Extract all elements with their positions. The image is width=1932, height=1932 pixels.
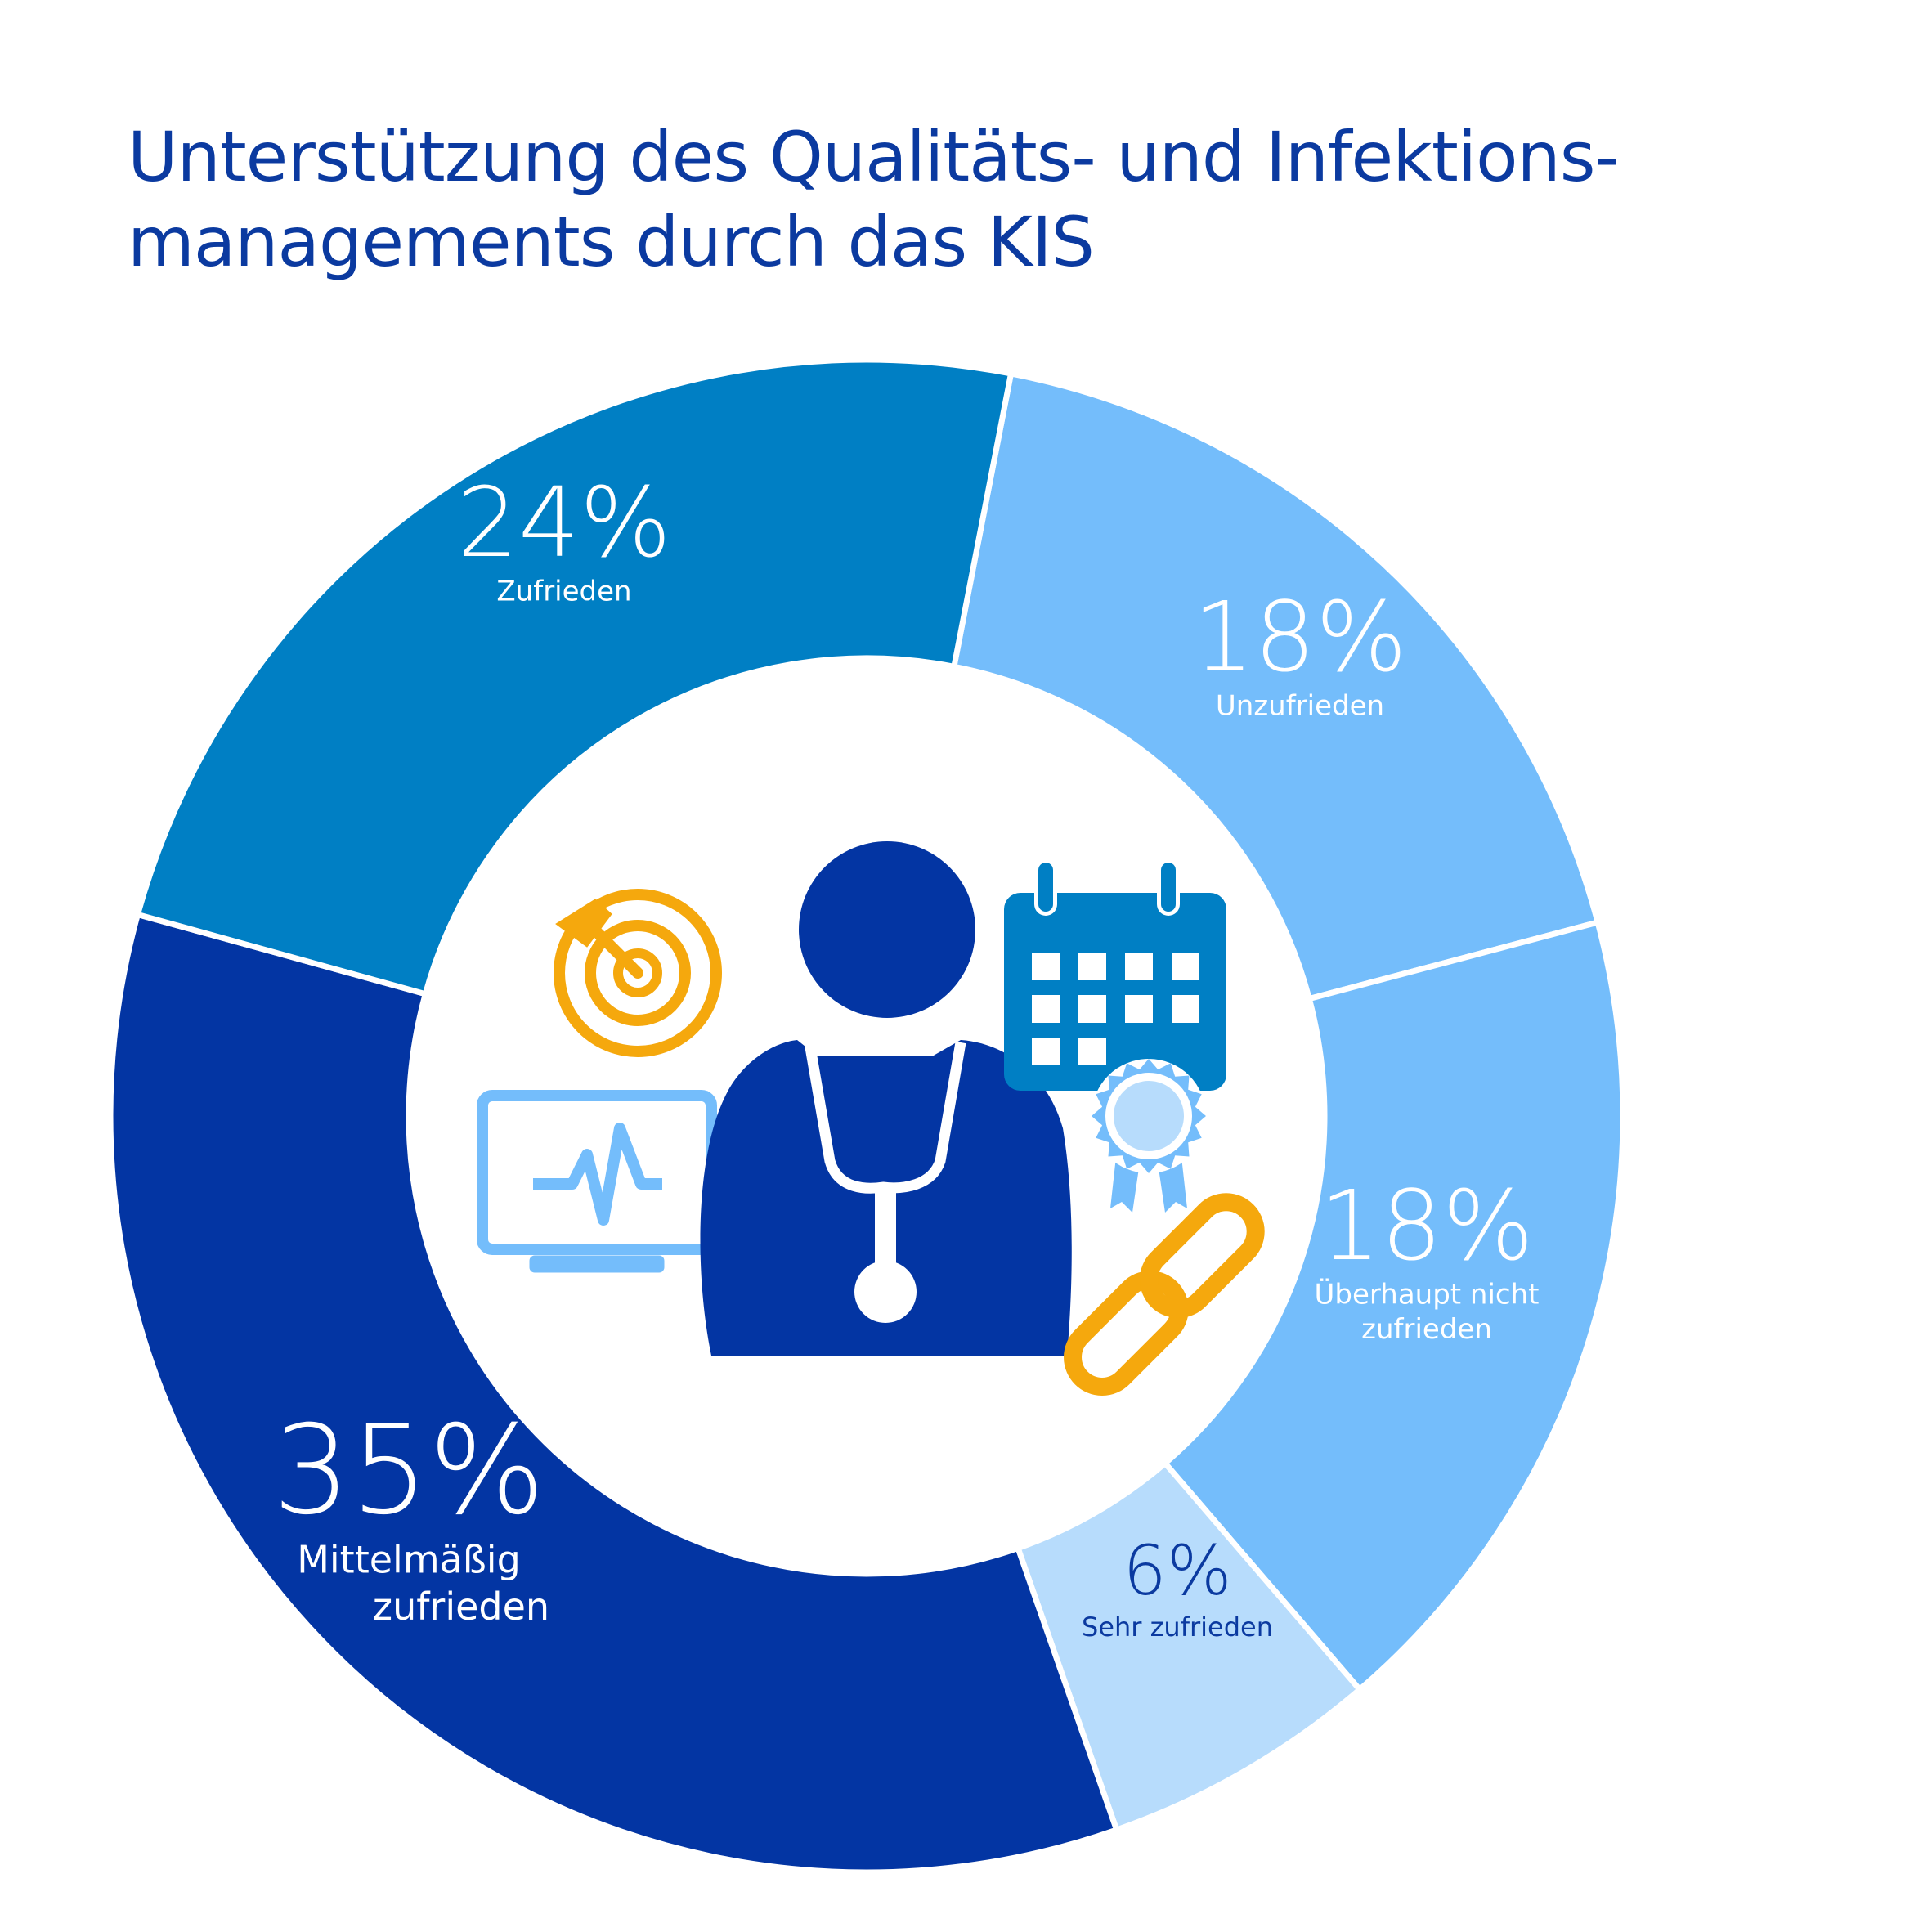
doctor-icon — [700, 841, 1072, 1356]
slice-mittelmäßig-zufrieden — [107, 911, 1121, 1876]
slice-value-label: 18% — [1193, 580, 1407, 693]
calendar-icon — [1004, 858, 1226, 1091]
slice-unzufrieden — [950, 370, 1602, 1002]
target-icon — [554, 889, 722, 1057]
chart-title: Unterstützung des Qualitäts- und Infekti… — [128, 114, 1763, 285]
slice-value-label: 24% — [457, 466, 671, 579]
chain-link-icon — [1064, 1193, 1265, 1396]
slice-category-label: Zufrieden — [496, 575, 631, 607]
slice-überhaupt-nicht-zufrieden — [1161, 918, 1626, 1694]
award-rosette-icon — [1092, 1059, 1206, 1213]
slice-value-label: 35% — [272, 1400, 545, 1542]
slice-category-label: zufrieden — [373, 1585, 549, 1629]
slice-value-label: 6% — [1123, 1531, 1231, 1611]
chart-title-line-2: managements durch das KIS — [128, 202, 1095, 282]
center-illustration — [477, 841, 1265, 1396]
chart-title-line-1: Unterstützung des Qualitäts- und Infekti… — [128, 117, 1620, 197]
slice-category-label: zufrieden — [1361, 1313, 1492, 1346]
slice-zufrieden — [134, 356, 1015, 998]
slice-category-label: Unzufrieden — [1216, 689, 1384, 722]
slice-category-label: Überhaupt nicht — [1315, 1277, 1540, 1311]
heart-monitor-icon — [477, 1090, 717, 1273]
slice-category-label: Mittelmäßig — [297, 1538, 521, 1582]
donut-slices — [107, 356, 1626, 1876]
slice-value-label: 18% — [1320, 1169, 1534, 1282]
slice-category-label: Sehr zufrieden — [1082, 1611, 1273, 1643]
